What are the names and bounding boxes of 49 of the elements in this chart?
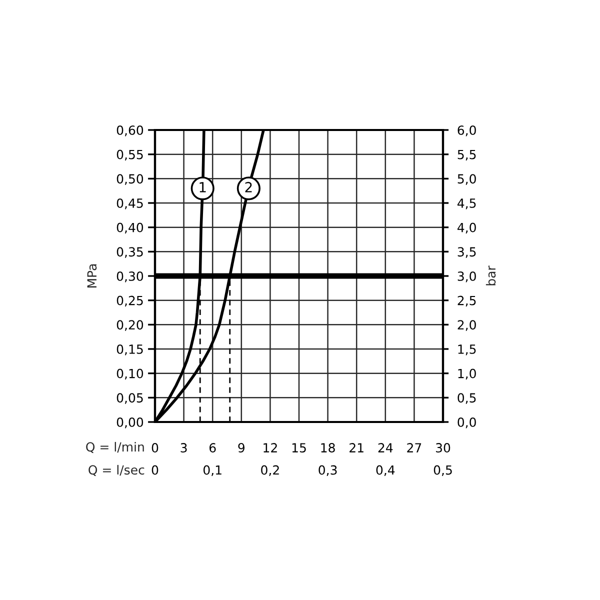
y-tick-label: 0,00 bbox=[116, 417, 144, 428]
y-tick-label: 0,55 bbox=[116, 150, 143, 161]
x2-tick-label: 0,4 bbox=[376, 465, 395, 476]
y-tick-label: 0,40 bbox=[116, 222, 144, 234]
y2-tick-label: 5,0 bbox=[458, 174, 476, 185]
y-tick-label: 0,15 bbox=[116, 344, 143, 356]
x-tick-label: 18 bbox=[321, 443, 335, 453]
y-tick-label: 0,10 bbox=[116, 368, 144, 380]
y2-tick-label: 2,5 bbox=[458, 296, 476, 307]
x-tick-label: 27 bbox=[407, 443, 422, 452]
y2-tick-label: 5,5 bbox=[458, 150, 476, 161]
x-tick-label: 15 bbox=[292, 443, 306, 453]
x2-tick-label: 0,2 bbox=[261, 465, 279, 476]
y2-tick-label: 4,0 bbox=[458, 222, 476, 234]
y2-tick-label: 1,5 bbox=[458, 344, 476, 356]
x-axis-title: Q = l/min bbox=[86, 442, 144, 454]
x-tick-label: 0 bbox=[152, 443, 158, 453]
y-tick-label: 0,35 bbox=[116, 247, 143, 258]
x2-tick-label: 0,5 bbox=[434, 465, 452, 476]
y2-tick-label: 3,0 bbox=[458, 271, 476, 282]
y2-tick-label: 3,5 bbox=[458, 247, 476, 258]
y-tick-label: 0,45 bbox=[116, 198, 143, 210]
y-tick-label: 0,30 bbox=[116, 271, 144, 282]
y2-tick-label: 4,5 bbox=[458, 198, 476, 210]
y-tick-label: 0,50 bbox=[116, 174, 144, 185]
x-tick-label: 3 bbox=[180, 443, 187, 453]
x-tick-label: 24 bbox=[378, 443, 393, 452]
y-tick-label: 0,20 bbox=[116, 320, 144, 331]
x2-tick-label: 0,3 bbox=[318, 465, 337, 476]
x-tick-label: 21 bbox=[350, 443, 364, 452]
x-tick-label: 6 bbox=[209, 443, 216, 453]
x2-tick-label: 0 bbox=[152, 465, 158, 475]
x-tick-label: 9 bbox=[238, 443, 244, 453]
y2-tick-label: 0,0 bbox=[458, 417, 476, 428]
y-axis-title: MPa bbox=[87, 264, 97, 288]
y-tick-label: 0,05 bbox=[116, 393, 143, 404]
y2-tick-label: 1,0 bbox=[458, 368, 476, 380]
y2-tick-label: 6,0 bbox=[458, 125, 476, 136]
series-label: 1 bbox=[200, 182, 206, 192]
y2-tick-label: 0,5 bbox=[458, 393, 476, 404]
y2-tick-label: 2,0 bbox=[458, 320, 476, 331]
x2-tick-label: 0,1 bbox=[203, 465, 222, 476]
y2-axis-title: bar bbox=[486, 266, 496, 286]
x2-axis-title: Q = l/sec bbox=[88, 464, 144, 476]
x-tick-label: 30 bbox=[436, 443, 450, 453]
x-tick-label: 12 bbox=[264, 443, 277, 452]
y-tick-label: 0,25 bbox=[116, 296, 143, 307]
y-tick-label: 0,60 bbox=[116, 125, 144, 136]
legend-label: 2 bbox=[245, 182, 252, 192]
